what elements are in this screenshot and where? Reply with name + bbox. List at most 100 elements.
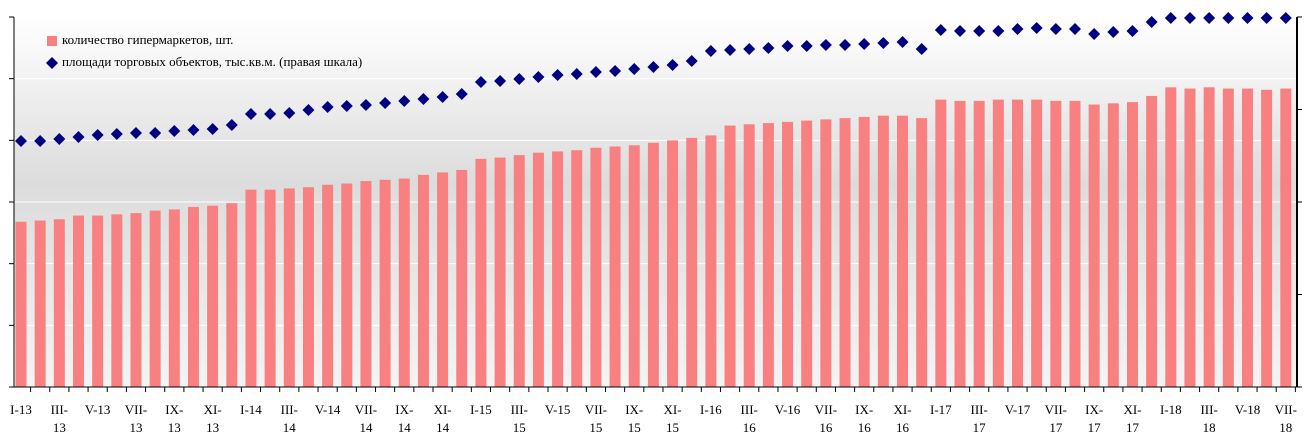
marker: [1126, 24, 1139, 37]
marker: [340, 99, 353, 112]
marker: [474, 76, 487, 89]
marker: [570, 67, 583, 80]
marker: [819, 39, 832, 52]
bar: [1146, 95, 1158, 387]
x-tick-label: I-18: [1160, 402, 1182, 417]
bar: [130, 213, 142, 387]
bar: [1012, 99, 1024, 387]
bar: [628, 145, 640, 387]
x-tick-label: V-15: [545, 402, 571, 417]
marker: [398, 94, 411, 107]
bar: [686, 137, 698, 387]
marker: [53, 133, 66, 146]
marker: [1260, 12, 1273, 25]
x-tick-label: VII-18: [1275, 402, 1297, 435]
marker: [532, 71, 545, 84]
bar: [187, 206, 199, 387]
bar: [1184, 88, 1196, 388]
marker: [129, 126, 142, 139]
marker: [436, 91, 449, 104]
marker: [934, 24, 947, 37]
bar: [1165, 87, 1177, 388]
marker: [15, 135, 27, 148]
bar: [705, 135, 717, 387]
marker: [168, 124, 181, 137]
bar: [15, 221, 27, 387]
x-tick-label: V-13: [85, 402, 111, 417]
bar: [226, 203, 238, 387]
marker: [915, 43, 928, 56]
bar: [609, 146, 621, 387]
bar: [72, 215, 84, 387]
bar: [1050, 100, 1062, 387]
bar: [954, 100, 966, 387]
bar: [1069, 100, 1081, 387]
bar: [53, 219, 65, 387]
x-tick-label: IX-15: [625, 402, 643, 435]
x-tick-label: III-14: [281, 402, 298, 435]
marker: [494, 75, 507, 88]
bar: [782, 121, 794, 387]
marker: [858, 38, 871, 51]
x-tick-label: I-14: [240, 402, 262, 417]
marker: [321, 101, 334, 114]
bar: [1241, 88, 1253, 388]
bar: [1031, 99, 1043, 387]
bar: [341, 183, 353, 387]
bar: [1280, 88, 1292, 388]
bar: [475, 158, 487, 387]
marker: [1049, 23, 1062, 36]
bar: [877, 115, 889, 388]
marker: [1241, 12, 1254, 25]
bar: [647, 142, 659, 387]
x-tick-label: V-17: [1005, 402, 1031, 417]
x-tick-label: I-17: [930, 402, 952, 417]
marker: [225, 119, 238, 132]
bar: [1261, 89, 1273, 388]
marker: [704, 45, 717, 58]
marker: [896, 35, 909, 48]
bar: [571, 150, 583, 387]
x-tick-label: VII-13: [125, 402, 147, 435]
marker: [359, 98, 372, 111]
marker: [110, 128, 123, 141]
marker: [72, 130, 85, 143]
marker: [589, 66, 602, 79]
bar: [762, 123, 774, 388]
x-tick-label: I-13: [10, 402, 32, 417]
bar: [590, 147, 602, 387]
x-tick-label: XI-17: [1123, 402, 1141, 435]
bar: [111, 214, 123, 387]
bar: [149, 210, 161, 387]
marker: [34, 135, 47, 148]
marker: [1164, 12, 1177, 25]
legend-marker: [46, 57, 58, 69]
bar: [398, 178, 410, 387]
bar: [34, 220, 46, 387]
x-tick-label: I-15: [470, 402, 492, 417]
marker: [1279, 12, 1292, 25]
marker: [1203, 12, 1216, 25]
x-tick-label: VII-16: [815, 402, 837, 435]
bar: [417, 174, 429, 387]
marker: [1030, 22, 1043, 35]
bar: [858, 116, 870, 388]
marker: [1222, 12, 1235, 25]
marker: [513, 72, 526, 85]
x-tick-label: XI-14: [434, 402, 452, 435]
marker: [455, 87, 468, 100]
bar: [839, 118, 851, 387]
marker: [1183, 12, 1196, 25]
legend-swatch: [47, 36, 57, 46]
legend-label: площади торговых объектов, тыс.кв.м. (пр…: [62, 54, 362, 69]
bar: [973, 100, 985, 387]
bar: [801, 120, 813, 387]
x-tick-label: III-15: [511, 402, 528, 435]
bar: [168, 209, 180, 387]
bar: [552, 151, 564, 387]
marker: [954, 24, 967, 37]
marker: [1068, 23, 1081, 36]
legend-label: количество гипермаркетов, шт.: [62, 32, 233, 47]
bar: [456, 169, 468, 387]
marker: [762, 41, 775, 54]
